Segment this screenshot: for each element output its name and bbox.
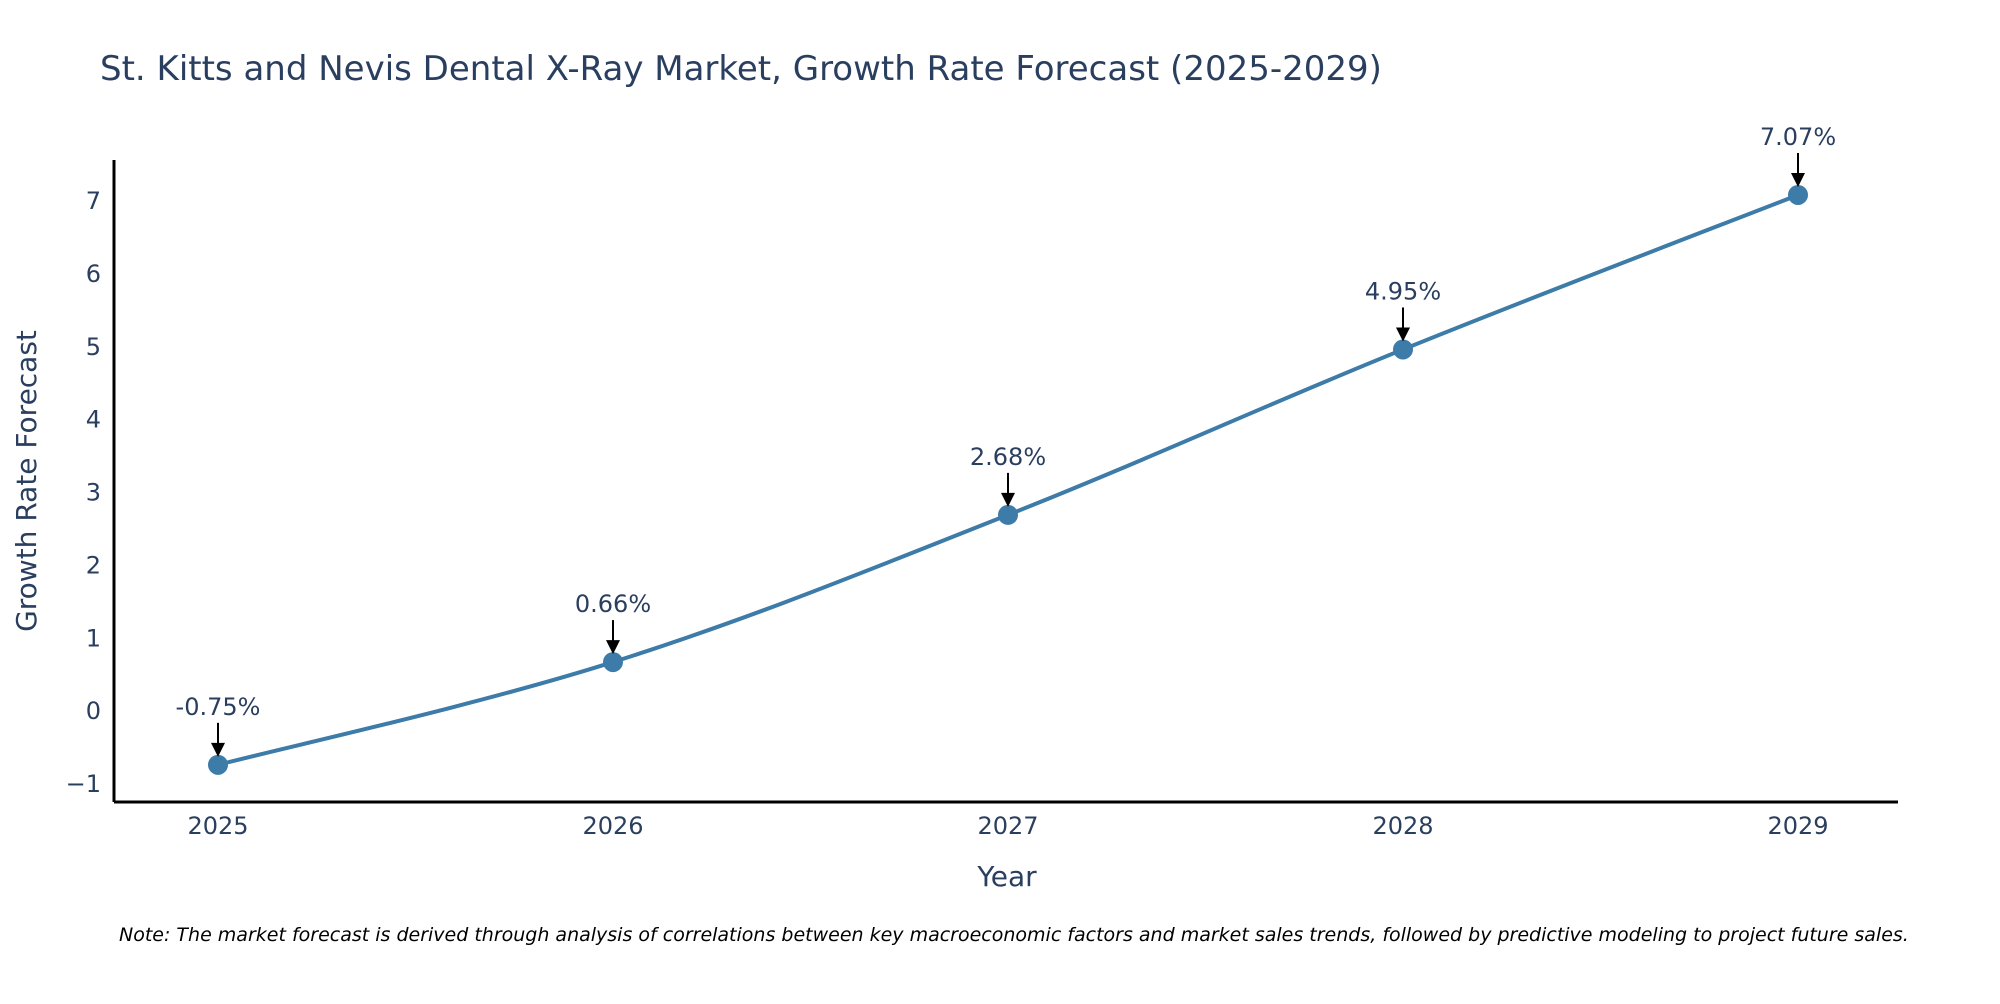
y-tick-label: 5 bbox=[86, 333, 101, 361]
annotation-arrow-head bbox=[211, 742, 225, 757]
x-tick-label: 2027 bbox=[977, 812, 1038, 840]
y-tick-label: 4 bbox=[86, 406, 101, 434]
annotation-arrow-head bbox=[1396, 327, 1410, 342]
x-axis-ticks: 2025 2026 2027 2028 2029 bbox=[187, 812, 1828, 840]
data-point bbox=[603, 652, 623, 673]
y-tick-label: 0 bbox=[86, 697, 101, 725]
y-tick-label: 1 bbox=[86, 624, 101, 652]
footnote: Note: The market forecast is derived thr… bbox=[119, 924, 1909, 946]
data-label: 2.68% bbox=[970, 443, 1046, 471]
annotation-arrow-head bbox=[1001, 492, 1015, 507]
x-tick-label: 2025 bbox=[187, 812, 248, 840]
data-point bbox=[1788, 184, 1808, 205]
y-tick-label: −1 bbox=[66, 770, 101, 798]
y-axis-ticks: −1 0 1 2 3 4 5 6 7 bbox=[66, 187, 101, 798]
chart-title: St. Kitts and Nevis Dental X-Ray Market,… bbox=[100, 49, 1382, 89]
data-point bbox=[208, 754, 228, 775]
x-axis-title: Year bbox=[976, 860, 1037, 893]
y-tick-label: 2 bbox=[86, 551, 101, 579]
y-tick-label: 3 bbox=[86, 479, 101, 507]
x-tick-label: 2026 bbox=[582, 812, 643, 840]
y-tick-label: 7 bbox=[86, 187, 101, 215]
annotation-arrow-head bbox=[606, 640, 620, 655]
y-tick-label: 6 bbox=[86, 260, 101, 288]
data-point bbox=[1393, 339, 1413, 360]
series-markers bbox=[208, 184, 1808, 775]
data-label: 4.95% bbox=[1365, 277, 1441, 305]
value-annotations: -0.75% 0.66% 2.68% 4.95% 7.07% bbox=[176, 123, 1836, 757]
x-tick-label: 2028 bbox=[1372, 812, 1433, 840]
data-point bbox=[998, 504, 1018, 525]
data-label: 0.66% bbox=[575, 590, 651, 618]
data-label: -0.75% bbox=[176, 693, 261, 721]
annotation-arrow-head bbox=[1791, 172, 1805, 187]
x-tick-label: 2029 bbox=[1767, 812, 1828, 840]
y-axis-title: Growth Rate Forecast bbox=[10, 330, 43, 632]
data-label: 7.07% bbox=[1760, 123, 1836, 151]
